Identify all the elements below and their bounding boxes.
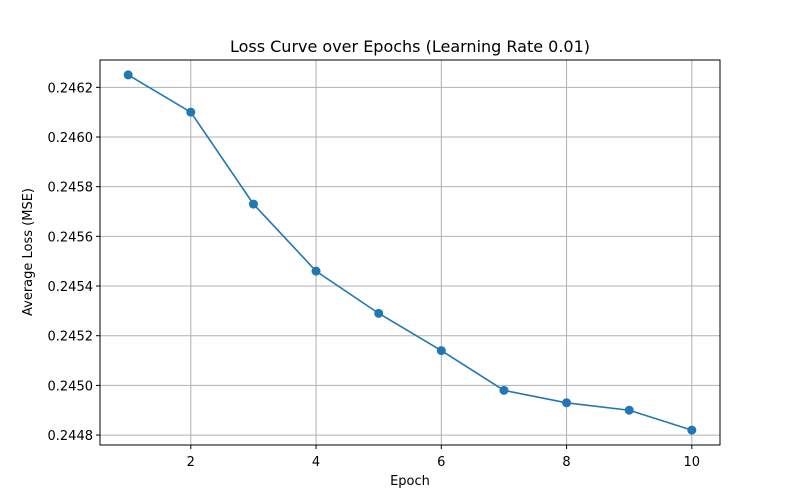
x-tick-label: 6 <box>437 455 445 470</box>
loss-data-point <box>374 308 384 318</box>
x-tick-label: 10 <box>684 455 701 470</box>
loss-data-point <box>687 425 697 435</box>
loss-data-point <box>248 199 258 209</box>
y-axis-ticks: 0.2448 0.2450 0.2452 0.2454 0.2456 0.2458 0.24… <box>48 81 100 444</box>
plot-area: 2 4 6 8 10 0.24480.24500.24520.24540.24560.2… <box>48 59 721 470</box>
y-tick-label: 0.2458 <box>48 181 94 196</box>
loss-data-point <box>123 70 133 80</box>
loss-data-point <box>311 266 321 276</box>
loss-data-point <box>186 107 196 117</box>
series-layer <box>123 70 697 435</box>
y-tick-label: 0.2456 <box>48 230 94 245</box>
x-axis-label: Epoch <box>390 474 430 489</box>
y-tick-label: 0.2448 <box>48 429 94 444</box>
x-tick-label: 8 <box>562 455 570 470</box>
y-tick-label: 0.2454 <box>48 280 94 295</box>
loss-series-line <box>127 74 693 431</box>
y-tick-label: 0.2450 <box>48 379 94 394</box>
y-tick-label: 0.2460 <box>48 131 94 146</box>
x-axis-ticks: 2 4 6 8 10 <box>187 445 700 470</box>
chart-title: Loss Curve over Epochs (Learning Rate 0.… <box>230 37 590 56</box>
loss-data-point <box>562 398 572 408</box>
y-tick-label: 0.2462 <box>48 81 94 96</box>
x-tick-label: 4 <box>312 455 320 470</box>
loss-data-point <box>499 385 509 395</box>
y-axis-label: Average Loss (MSE) <box>21 188 36 316</box>
loss-data-point <box>436 346 446 356</box>
loss-data-point <box>624 405 634 415</box>
axes-frame <box>99 59 721 446</box>
x-tick-label: 2 <box>187 455 195 470</box>
y-tick-label: 0.2452 <box>48 330 94 345</box>
grid-lines <box>100 60 720 445</box>
